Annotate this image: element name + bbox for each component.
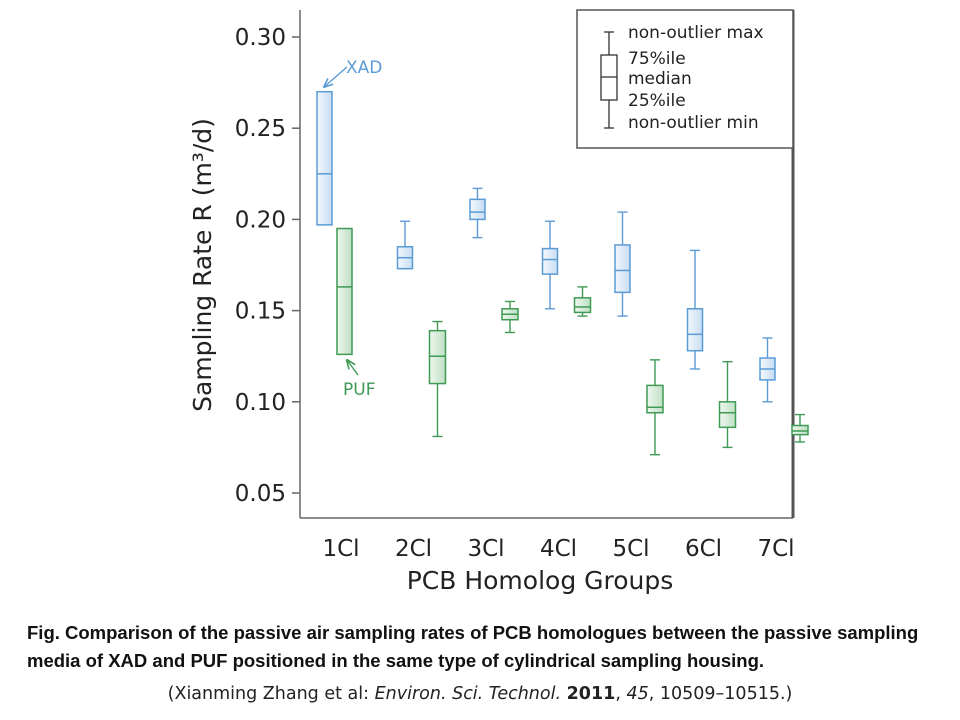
citation-journal: Environ. Sci. Technol. [374,684,562,704]
iqr-box [336,227,353,356]
iqr-box [686,308,704,352]
iqr-box [614,244,631,294]
y-tick-label: 0.05 [235,481,286,507]
iqr-box [791,424,809,436]
xad-annotation: XAD [346,58,382,78]
x-tick-label: 5Cl [612,536,649,562]
iqr-box [718,401,737,429]
puf-box-2Cl [428,320,447,438]
box-plot-chart: 0.30 0.25 0.20 0.15 0.10 0.05 1Cl 2Cl 3Cl 4Cl 5Cl… [188,9,809,595]
iqr-box [573,297,592,314]
xad-box-7Cl [759,337,776,403]
iqr-box [428,329,447,385]
puf-box-6Cl [718,360,737,449]
xad-arrow [324,66,348,87]
x-tick-label: 6Cl [685,536,722,562]
citation-pages: , 10509–10515.) [648,684,793,704]
y-axis-title: Sampling Rate R (m³/d) [188,118,217,412]
legend-label-q3: 75%ile [628,49,686,69]
y-tick-label: 0.30 [235,25,286,51]
puf-box-5Cl [646,359,664,456]
legend: non-outlier max 75%ile median 25%ile non… [576,9,794,149]
iqr-box [316,90,333,226]
legend-label-min: non-outlier min [628,113,759,133]
citation-year: 2011 [566,684,616,704]
xad-box-5Cl [614,211,631,317]
xad-box-3Cl [469,187,486,239]
citation-open: ( [167,684,175,704]
citation-volume: 45 [626,684,649,704]
x-tick-label: 3Cl [467,536,504,562]
x-tick-label: 1Cl [322,536,359,562]
iqr-box [646,384,664,414]
legend-label-median: median [628,69,692,89]
y-tick-label: 0.20 [235,207,286,233]
legend-label-q1: 25%ile [628,91,686,111]
puf-box-3Cl [501,300,519,334]
x-axis-title: PCB Homolog Groups [407,566,674,595]
puf-annotation: PUF [343,380,375,400]
puf-box-1Cl [336,227,353,356]
citation: (Xianming Zhang et al: Environ. Sci. Tec… [0,684,960,704]
xad-box-2Cl [396,220,414,270]
xad-box-4Cl [541,220,559,310]
y-tick-label: 0.25 [235,116,286,142]
puf-box-4Cl [573,286,592,317]
citation-authors: Xianming Zhang et al: [174,684,375,704]
y-tick-label: 0.15 [235,299,286,325]
legend-label-max: non-outlier max [628,23,764,43]
puf-box-7Cl [791,413,809,443]
iqr-box [541,247,559,275]
citation-sep2: , [615,684,627,704]
xad-box-6Cl [686,249,704,370]
iqr-box [469,198,486,221]
x-tick-label: 2Cl [395,536,432,562]
x-tick-label: 7Cl [757,536,794,562]
puf-arrow [347,360,359,376]
boxes [316,90,809,456]
y-tick-label: 0.10 [235,390,286,416]
x-tick-label: 4Cl [540,536,577,562]
x-ticks: 1Cl 2Cl 3Cl 4Cl 5Cl 6Cl 7Cl [322,536,794,562]
y-ticks: 0.30 0.25 0.20 0.15 0.10 0.05 [235,25,300,507]
figure-caption: Fig. Comparison of the passive air sampl… [27,622,919,671]
xad-box-1Cl [316,90,333,226]
